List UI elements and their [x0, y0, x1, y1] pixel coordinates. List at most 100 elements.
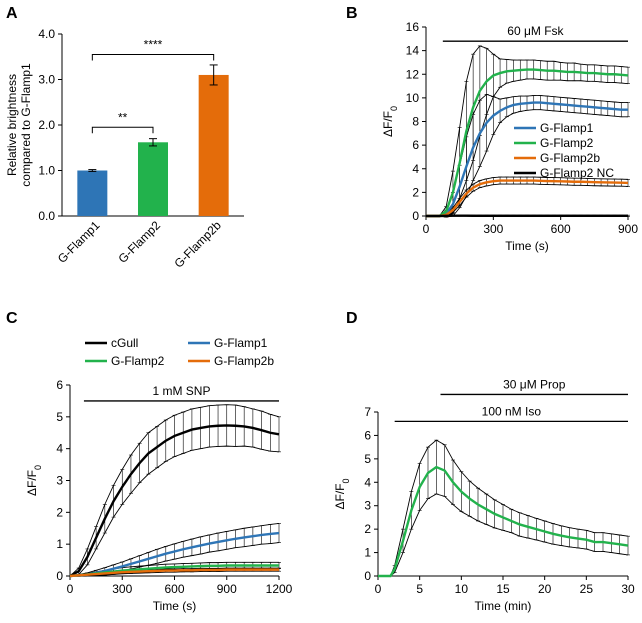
panel-b-series-g-flamp2-line	[426, 68, 629, 218]
panel-c-series-g-flamp2b-line	[69, 568, 279, 578]
panel-d-y-axis-label: ΔF/F0	[333, 478, 351, 509]
panel-d-y-tick-label: 7	[364, 405, 371, 419]
panel-d-x-tick-label: 20	[538, 582, 552, 596]
panel-b-x-tick-label: 900	[618, 222, 638, 236]
panel-a-y-tick-label: 1.0	[38, 164, 55, 178]
panel-letter-a: A	[6, 5, 18, 22]
panel-c-x-tick-label: 0	[67, 582, 74, 596]
panel-a-significance-label: **	[118, 110, 128, 124]
panel-b-legend-g-flamp2-label: G-Flamp2	[540, 136, 594, 150]
panel-a-bar-g-flamp2b	[198, 74, 229, 216]
panel-letter-c: C	[6, 310, 18, 327]
panel-c-series-g-flamp1-line	[69, 531, 280, 578]
panel-c-y-tick-label: 3	[56, 474, 63, 488]
panel-b-series-g-flamp2b-lower-envelope	[426, 183, 629, 217]
panel-d-x-tick-label: 5	[416, 582, 423, 596]
panel-c-legend-cgull-label: cGull	[111, 336, 138, 350]
panel-c-x-tick-label: 1200	[266, 582, 293, 596]
panel-a-x-tick-label: G-Flamp2b	[171, 218, 224, 271]
panel-d-series-iso-response-upper-envelope	[378, 439, 629, 577]
panel-b-y-tick-label: 0	[412, 209, 419, 223]
panel-b-y-tick-label: 14	[406, 44, 420, 58]
panel-d-treatment-label: 100 nM Iso	[482, 404, 542, 418]
panel-c-treatment-label: 1 mM SNP	[152, 384, 210, 398]
panel-c-y-tick-label: 4	[56, 442, 63, 456]
panel-d-series-iso-response-lower-envelope	[378, 493, 629, 577]
panel-d-x-tick-label: 0	[375, 582, 382, 596]
panel-b-y-tick-label: 12	[406, 67, 420, 81]
panel-b-series-g-flamp2-upper-envelope	[426, 45, 629, 217]
panel-b-treatment-label: 60 μM Fsk	[507, 24, 564, 38]
panel-c-legend-g-flamp2-label: G-Flamp2	[111, 354, 165, 368]
panel-letter-d: D	[346, 310, 358, 327]
panel-c-y-axis-label-sub: 0	[33, 465, 43, 470]
panel-d-series-iso-response-line	[378, 465, 629, 578]
panel-d-line-chart: 0 1 2 3 4 5 6 7 0 5 10 15 20 25 30 Time (min) ΔF/F0 30 μM…	[333, 377, 635, 613]
panel-b-legend-g-flamp1-label: G-Flamp1	[540, 121, 594, 135]
panel-b-y-tick-label: 16	[406, 20, 420, 34]
panel-c-x-tick-label: 900	[217, 582, 237, 596]
panel-c-series-g-flamp1-upper-envelope	[69, 523, 280, 577]
panel-a-bar-chart: 0.0 1.0 2.0 3.0 4.0 G-Flamp1 G-Flamp2 G-Flamp2b…	[5, 27, 244, 271]
panel-c-series-cgull-lower-envelope	[69, 445, 280, 577]
panel-c-y-tick-label: 6	[56, 378, 63, 392]
panel-b-x-tick-label: 300	[483, 222, 503, 236]
panel-c-legend-g-flamp1-label: G-Flamp1	[214, 336, 268, 350]
panel-b-series-g-flamp2b-upper-envelope	[426, 176, 629, 217]
panel-d-x-tick-label: 15	[496, 582, 510, 596]
panel-b-series-g-flamp2-lower-envelope	[426, 78, 629, 217]
panel-d-x-tick-label: 25	[580, 582, 594, 596]
panel-c-y-axis-label-main: ΔF/F	[25, 470, 39, 496]
panel-c-x-axis-label: Time (s)	[153, 599, 197, 613]
panel-b-y-tick-label: 2	[412, 185, 419, 199]
panel-a-significance-bracket	[91, 126, 154, 134]
panel-a-bar-g-flamp2	[138, 142, 168, 216]
panel-c-legend-g-flamp2b-label: G-Flamp2b	[214, 354, 274, 368]
panel-a-x-tick-label: G-Flamp1	[55, 218, 103, 266]
panel-b-y-tick-label: 10	[406, 91, 420, 105]
panel-d-x-axis-label: Time (min)	[475, 599, 532, 613]
panel-d-y-axis-label-sub: 0	[341, 478, 351, 483]
panel-b-y-tick-label: 8	[412, 115, 419, 129]
panel-c-x-tick-label: 300	[112, 582, 132, 596]
panel-a-y-tick-label: 0.0	[38, 209, 55, 223]
panel-c-y-tick-label: 1	[56, 537, 63, 551]
panel-c-series-cgull-line	[69, 424, 280, 578]
panel-d-y-tick-label: 6	[364, 428, 371, 442]
panel-d-y-tick-label: 5	[364, 452, 371, 466]
panel-a-bar-g-flamp1	[77, 170, 108, 216]
panel-letter-b: B	[346, 5, 358, 22]
panel-a-y-tick-label: 3.0	[38, 73, 55, 87]
panel-d-x-tick-label: 10	[455, 582, 469, 596]
panel-a-significance-label: ****	[144, 37, 163, 51]
panel-d-y-tick-label: 1	[364, 546, 371, 560]
panel-d-y-tick-label: 3	[364, 499, 371, 513]
panel-b-x-axis-label: Time (s)	[505, 239, 549, 253]
panel-d-y-tick-label: 0	[364, 569, 371, 583]
panel-c-y-axis-label: ΔF/F0	[25, 465, 43, 496]
panel-d-treatment-label: 30 μM Prop	[503, 377, 566, 391]
panel-b-legend-g-flamp2b-label: G-Flamp2b	[540, 151, 600, 165]
panel-d-y-tick-label: 4	[364, 475, 371, 489]
panel-a-significance-bracket	[91, 53, 215, 61]
panel-a-y-axis-label-line2: compared to G-Flamp1	[19, 63, 33, 187]
panel-d-x-tick-label: 30	[621, 582, 635, 596]
panel-b-y-axis-label: ΔF/F0	[381, 106, 399, 137]
panel-c-y-tick-label: 2	[56, 505, 63, 519]
panel-d-y-tick-label: 2	[364, 522, 371, 536]
panel-c-series-g-flamp2b-lower-envelope	[70, 570, 279, 577]
panel-a-y-axis-label-line1: Relative brightness	[5, 74, 19, 176]
panel-b-y-tick-label: 6	[412, 138, 419, 152]
panel-b-series-g-flamp1-line	[426, 101, 628, 218]
panel-c-x-tick-label: 600	[164, 582, 184, 596]
panel-b-series-g-flamp2b-line	[426, 179, 629, 218]
panel-b-legend-g-flamp2-nc-label: G-Flamp2 NC	[540, 166, 614, 180]
panel-a-y-tick-label: 4.0	[38, 27, 55, 41]
panel-b-y-axis-label-main: ΔF/F	[381, 111, 395, 137]
panel-c-series-cgull-upper-envelope	[69, 404, 280, 577]
panel-b-x-tick-label: 0	[423, 222, 430, 236]
panel-c-y-tick-label: 0	[56, 569, 63, 583]
